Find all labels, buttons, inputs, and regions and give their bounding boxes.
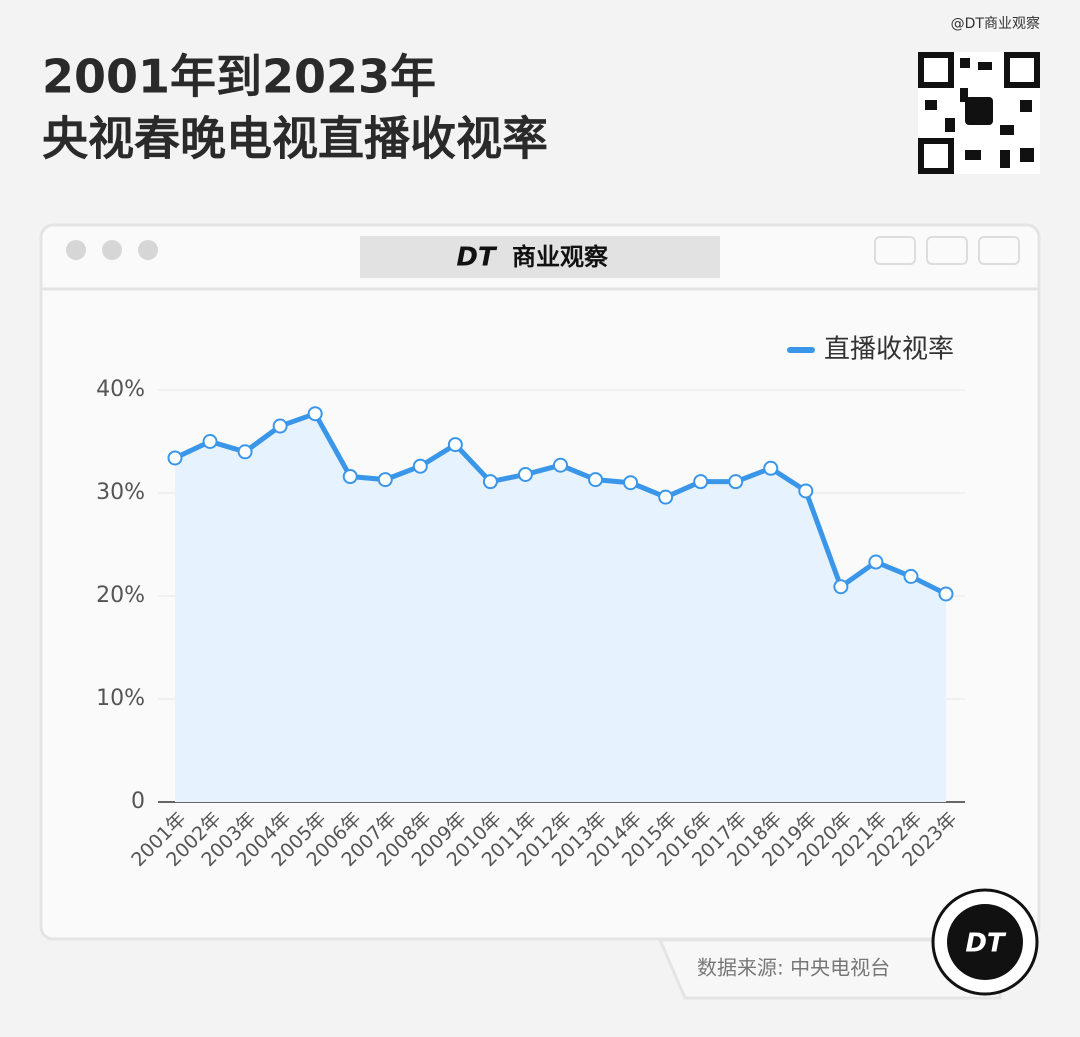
point [447,437,463,453]
point [588,472,604,488]
point [763,460,779,476]
source: 数据来源: 中央电视台 [697,956,890,980]
point [833,579,849,595]
badge [947,904,1023,980]
point [623,475,639,491]
brand-name: 商业观察 [512,243,609,271]
point [412,458,428,474]
y-tick-label: 20% [96,583,145,608]
point [868,554,884,570]
point [693,474,709,490]
chart-title: 央视春晚电视直播收视率 [42,112,548,166]
y-tick-label: 30% [96,480,145,505]
legend-label: 直播收视率 [824,335,954,365]
point [377,472,393,488]
point [307,406,323,422]
point [938,586,954,602]
y-tick-label: 0 [131,789,145,814]
y-tick-label: 40% [96,377,145,402]
badge-text: DT [965,929,1007,959]
point [167,450,183,466]
point [237,444,253,460]
chart-title: 2001年到2023年 [42,50,436,104]
point [553,457,568,473]
point [658,489,674,505]
point [482,474,498,490]
brand-logo: DT [456,243,498,273]
y-tick-label: 10% [96,686,145,711]
point [903,568,919,584]
area [175,413,946,802]
source-box [657,938,1002,1000]
point [517,466,533,482]
point [798,483,814,499]
watermark: @DT商业观察 [951,15,1040,32]
point [272,418,288,434]
qr-code [918,52,1040,174]
point [728,474,744,490]
point [202,434,218,449]
point [342,469,358,485]
